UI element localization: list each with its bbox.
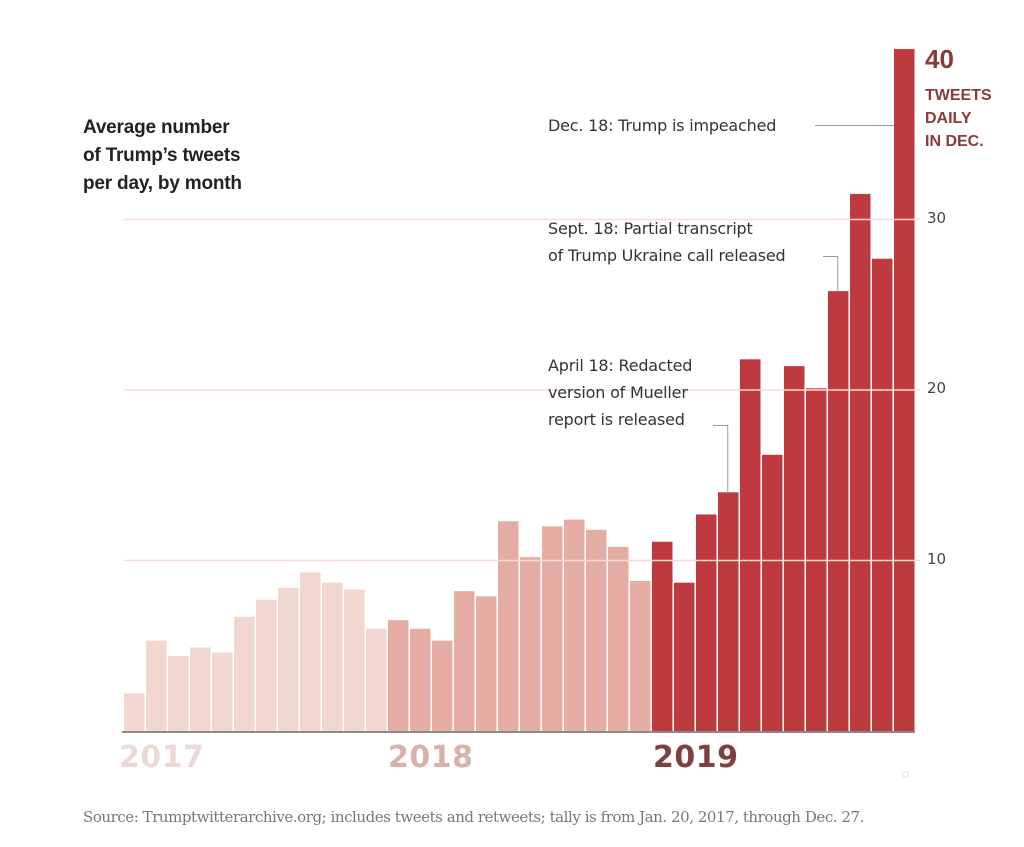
bar-2017-09: [300, 572, 321, 731]
gridlines-group: [124, 218, 920, 562]
bar-2018-05: [476, 596, 497, 731]
y-tick-label: 30: [927, 208, 947, 227]
bar-2017-03: [168, 655, 189, 731]
bar-2017-04: [190, 647, 211, 731]
highlight-caption: TWEETS DAILY IN DEC.: [925, 84, 992, 153]
bar-2017-02: [146, 640, 167, 731]
bar-2019-04: [718, 492, 739, 731]
bar-2019-11: [872, 258, 893, 731]
highlight-caption-line: DAILY: [925, 110, 972, 127]
highlight-caption-line: TWEETS: [925, 87, 992, 104]
bar-2017-12: [366, 628, 387, 731]
bar-2017-07: [256, 599, 277, 731]
decorative-circle-icon: [902, 771, 909, 778]
annotation-line: of Trump Ukraine call released: [548, 246, 786, 265]
chart-title: Average number of Trump’s tweets per day…: [83, 114, 242, 198]
bar-2018-04: [454, 591, 475, 731]
chart-title-line: of Trump’s tweets: [83, 145, 241, 166]
highlight-value: 40: [925, 44, 954, 74]
annotation-ukraine-call: Sept. 18: Partial transcript of Trump Uk…: [548, 215, 786, 269]
leader-line-mueller-report: [713, 425, 729, 493]
bar-2017-05: [212, 652, 233, 731]
bar-2017-06: [234, 616, 255, 731]
bar-2019-06: [762, 454, 783, 731]
source-note: Source: Trumptwitterarchive.org; include…: [83, 808, 864, 826]
bars-group: [124, 49, 915, 732]
bar-2019-07: [784, 366, 805, 731]
bar-2018-03: [432, 640, 453, 731]
bar-2017-11: [344, 589, 365, 731]
bar-2018-10: [586, 529, 607, 731]
chart-title-line: Average number: [83, 117, 230, 138]
bar-2019-10: [850, 193, 871, 732]
chart-title-line: per day, by month: [83, 173, 242, 194]
x-year-label-2017: 2017: [119, 740, 205, 775]
x-year-label-2018: 2018: [388, 740, 474, 775]
bar-2018-07: [520, 557, 541, 731]
annotation-line: Dec. 18: Trump is impeached: [548, 116, 777, 135]
bar-2019-02: [674, 582, 695, 731]
highlight-caption-line: IN DEC.: [925, 133, 984, 150]
x-year-label-2019: 2019: [653, 740, 739, 775]
bar-2019-01: [652, 541, 673, 731]
bar-2017-08: [278, 587, 299, 731]
y-tick-label: 10: [927, 549, 947, 568]
annotation-mueller-report: April 18: Redacted version of Mueller re…: [548, 352, 692, 433]
bar-2019-09: [828, 291, 849, 731]
bar-2019-05: [740, 359, 761, 731]
bar-2019-03: [696, 514, 717, 731]
annotation-line: version of Mueller: [548, 383, 688, 402]
bar-2018-08: [542, 526, 563, 731]
bar-2017-10: [322, 582, 343, 731]
annotation-line: Sept. 18: Partial transcript: [548, 219, 753, 238]
annotation-impeachment: Dec. 18: Trump is impeached: [548, 112, 776, 139]
annotation-leaders-group: [713, 125, 894, 493]
annotation-line: report is released: [548, 410, 685, 429]
bar-2018-12: [630, 580, 651, 731]
bar-2018-01: [388, 620, 409, 731]
bar-2018-11: [608, 546, 629, 731]
bar-2018-09: [564, 519, 585, 731]
leader-line-ukraine-call: [823, 256, 839, 292]
annotation-line: April 18: Redacted: [548, 356, 693, 375]
bar-2019-08: [806, 388, 827, 731]
bar-2017-01: [124, 693, 145, 731]
bar-2018-06: [498, 521, 519, 731]
y-tick-label: 20: [927, 379, 947, 397]
bar-2018-02: [410, 628, 431, 731]
